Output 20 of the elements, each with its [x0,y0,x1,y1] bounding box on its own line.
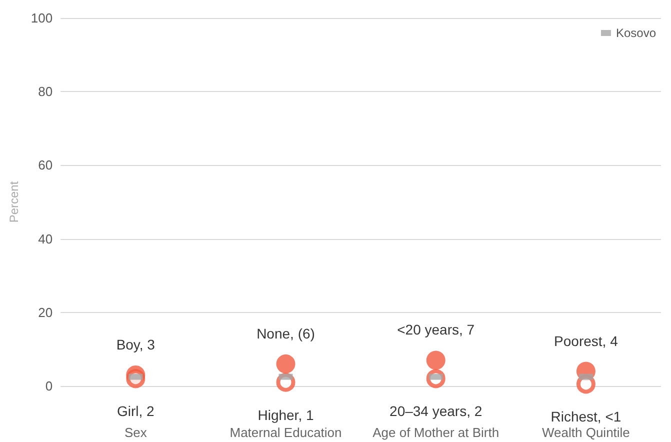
data-label: Poorest, 4 [554,332,618,349]
data-label: 20–34 years, 2 [390,403,482,420]
x-tick-label: Wealth Quintile [542,425,630,440]
y-tick-label: 60 [38,158,53,173]
data-label: Girl, 2 [116,403,155,420]
data-label: Higher, 1 [258,406,314,423]
x-tick-label: Sex [124,425,148,440]
legend-label: Kosovo [616,26,656,40]
y-axis-title: Percent [7,180,21,223]
data-label: None, (6) [256,325,315,342]
data-label: Boy, 3 [116,336,156,352]
y-tick-label: 0 [45,378,53,394]
y-tick-label: 40 [38,231,53,246]
x-tick-label: Age of Mother at Birth [372,425,500,440]
y-tick-label: 80 [38,84,53,100]
data-label: Richest, <1 [550,408,622,425]
y-tick-label: 20 [38,304,53,320]
y-tick-label: 100 [30,10,53,26]
data-label: <20 years, 7 [397,322,475,338]
x-tick-label: Maternal Education [230,425,342,440]
